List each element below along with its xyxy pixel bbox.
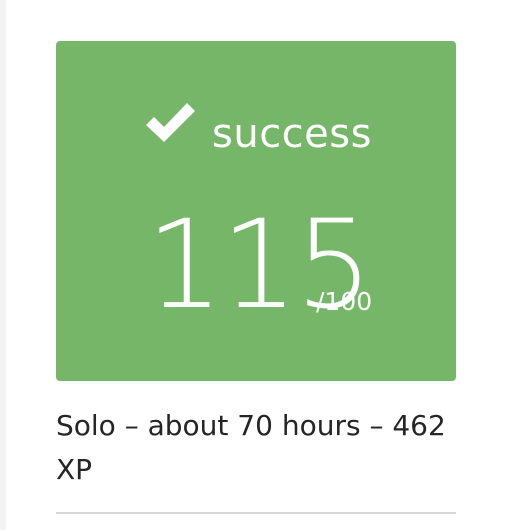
status-label: success xyxy=(212,111,372,157)
checkmark-icon xyxy=(146,103,195,142)
completion-details: Solo – about 70 hours – 462 XP xyxy=(56,409,446,486)
page-left-edge xyxy=(0,0,6,530)
score-card xyxy=(56,41,456,381)
score-value: 115 xyxy=(146,194,373,336)
divider xyxy=(56,512,456,514)
score-total: /100 xyxy=(316,287,373,316)
